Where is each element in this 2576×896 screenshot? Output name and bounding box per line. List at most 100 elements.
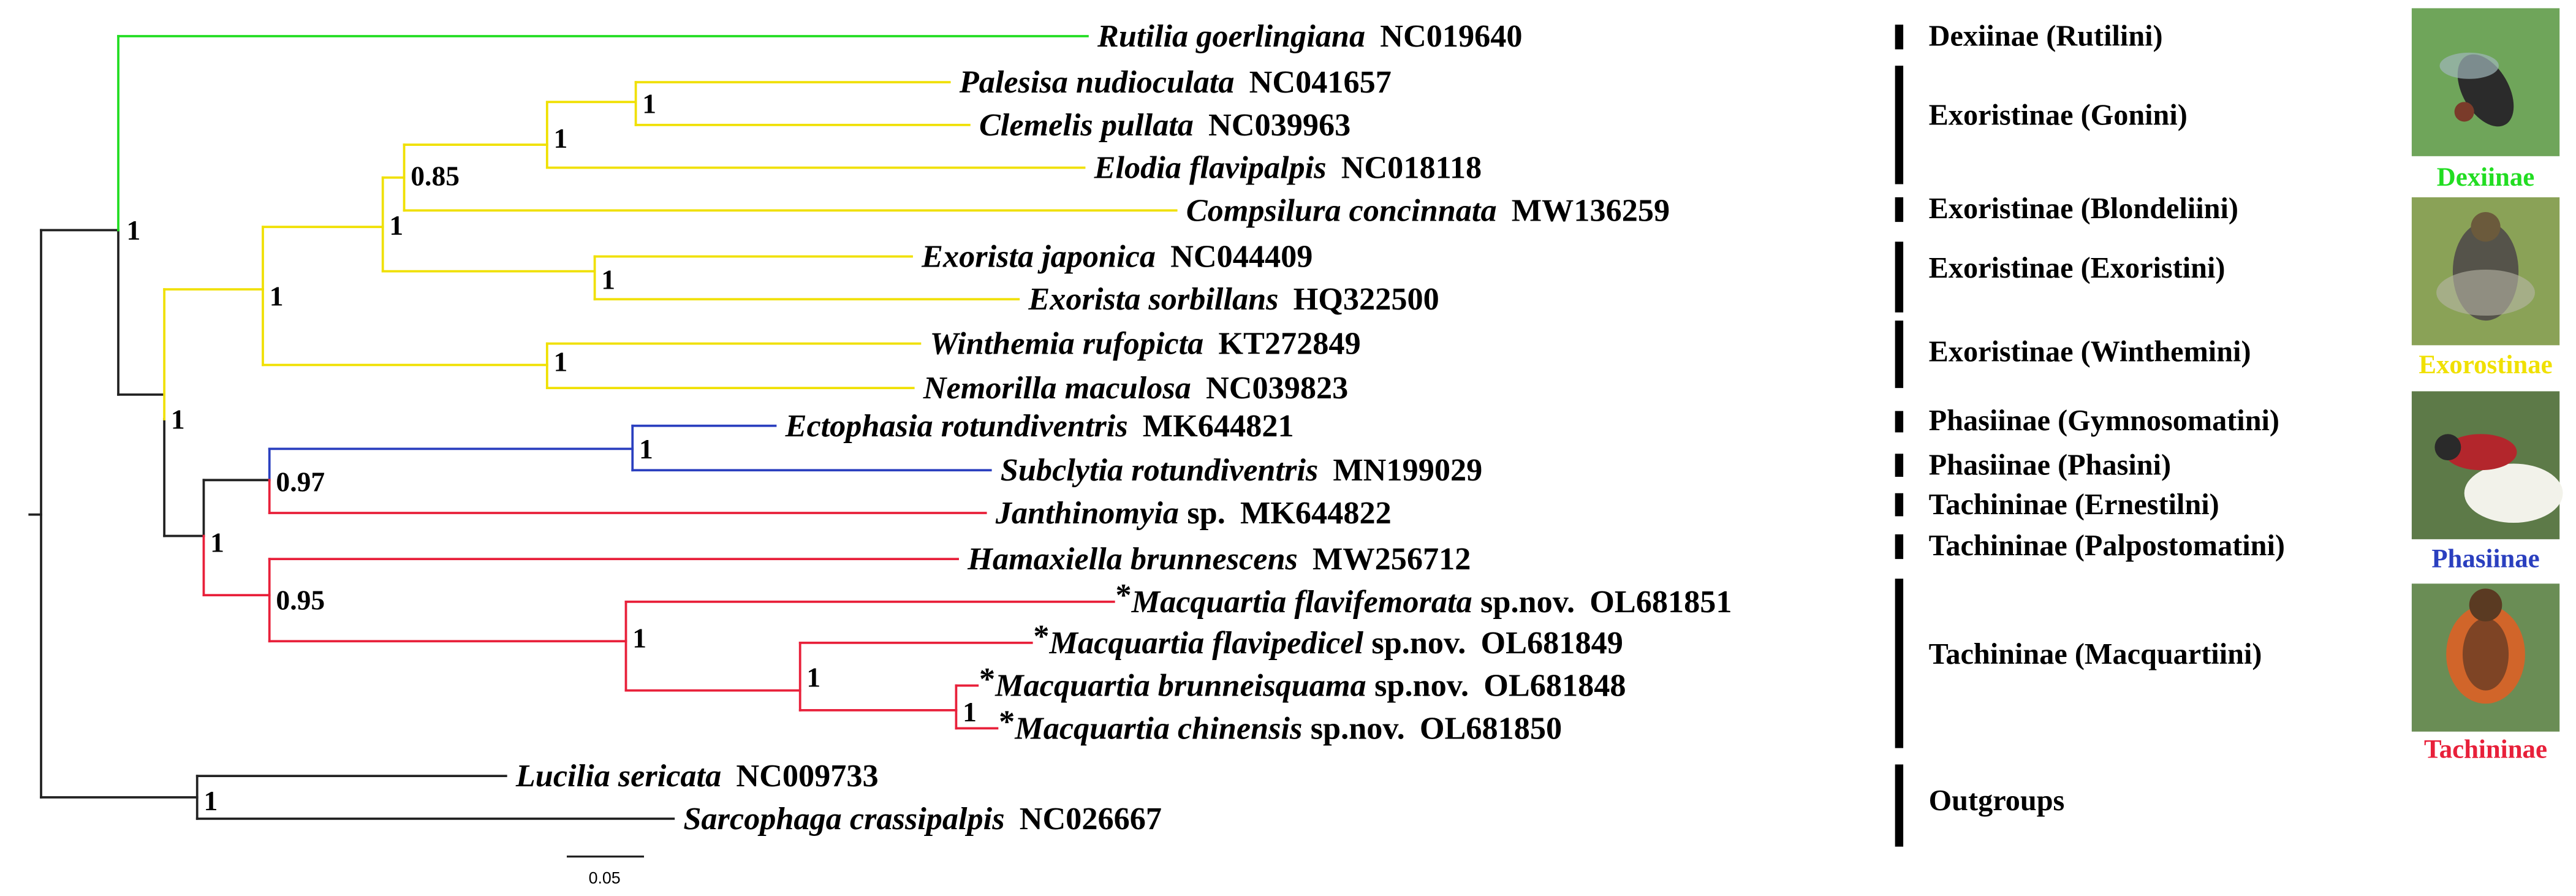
accession: OL681851 — [1589, 584, 1732, 620]
new-species-marker: * — [999, 704, 1015, 740]
group-label: Outgroups — [1929, 784, 2065, 817]
taxon-label: Hamaxiella brunnescens MW256712 — [967, 541, 1471, 577]
accession: NC026667 — [1020, 801, 1162, 837]
species-name: Rutilia goerlingiana — [1097, 18, 1365, 54]
species-name: Subclytia rotundiventris — [1001, 452, 1318, 488]
support-value: 1 — [270, 280, 284, 311]
support-value: 1 — [554, 346, 568, 378]
group-label: Dexiinae (Rutilini) — [1929, 20, 2163, 53]
taxon-label: Nemorilla maculosa NC039823 — [923, 370, 1348, 406]
support-value: 1 — [632, 622, 646, 653]
group-label: Phasiinae (Phasini) — [1929, 449, 2171, 482]
taxon-label: Elodia flavipalpis NC018118 — [1094, 150, 1482, 186]
support-value: 1 — [210, 527, 224, 558]
accession: NC039963 — [1208, 107, 1351, 143]
species-name: Sarcophaga crassipalpis — [683, 801, 1004, 837]
accession: NC009733 — [736, 758, 878, 794]
species-name: Macquartia flavifemorata — [1131, 584, 1472, 620]
accession: NC041657 — [1249, 64, 1392, 100]
accession: MK644821 — [1143, 408, 1294, 444]
species-name: Ectophasia rotundiventris — [785, 408, 1128, 444]
taxon-label: *Macquartia brunneisquama sp.nov. OL681848 — [979, 661, 1626, 704]
photo-caption: Tachininae — [2424, 735, 2547, 764]
species-name: Clemelis pullata — [979, 107, 1194, 143]
taxon-label: *Macquartia flavipedicel sp.nov. OL681849 — [1033, 618, 1623, 661]
support-value: 0.85 — [411, 161, 460, 192]
taxon-label: Janthinomyia sp. MK644822 — [995, 495, 1392, 531]
photo-phasiinae — [2411, 391, 2563, 539]
group-label: Exoristinae (Exoristini) — [1929, 252, 2226, 284]
qualifier: sp.nov. — [1480, 584, 1575, 620]
accession: OL681848 — [1483, 668, 1626, 704]
group-label: Tachininae (Palpostomatini) — [1929, 530, 2285, 562]
species-name: Exorista japonica — [921, 238, 1156, 274]
taxon-label: Clemelis pullata NC039963 — [979, 107, 1351, 143]
taxon-label: *Macquartia flavifemorata sp.nov. OL681851 — [1115, 577, 1732, 620]
species-name: Lucilia sericata — [515, 758, 721, 794]
accession: OL681850 — [1420, 710, 1562, 746]
new-species-marker: * — [979, 661, 995, 697]
group-label: Phasiinae (Gymnosomatini) — [1929, 404, 2279, 437]
support-value: 0.95 — [276, 585, 325, 616]
accession: MW256712 — [1313, 541, 1471, 577]
group-label: Tachininae (Ernestilni) — [1929, 488, 2219, 521]
group-label: Exoristinae (Winthemini) — [1929, 336, 2251, 368]
species-name: Janthinomyia — [995, 495, 1179, 531]
group-label: Exoristinae (Blondeliini) — [1929, 192, 2238, 225]
species-name: Elodia flavipalpis — [1094, 150, 1327, 186]
accession: NC019640 — [1380, 18, 1522, 54]
species-name: Winthemia rufopicta — [930, 326, 1204, 362]
taxon-label: Sarcophaga crassipalpis NC026667 — [683, 801, 1162, 837]
species-name: Macquartia brunneisquama — [994, 668, 1366, 704]
accession: KT272849 — [1218, 326, 1360, 362]
photo-dexiinae — [2411, 8, 2560, 156]
species-name: Hamaxiella brunnescens — [967, 541, 1298, 577]
photo-caption: Dexiinae — [2437, 163, 2535, 192]
species-name: Macquartia chinensis — [1014, 710, 1302, 746]
support-value: 1 — [642, 88, 656, 119]
taxon-label: Palesisa nudioculata NC041657 — [959, 64, 1392, 100]
support-value: 1 — [601, 264, 615, 295]
accession: MN199029 — [1333, 452, 1482, 488]
support-value: 1 — [806, 662, 820, 693]
qualifier: sp.nov. — [1371, 625, 1466, 661]
support-value: 1 — [639, 433, 653, 465]
photo-tachininae — [2411, 583, 2560, 732]
species-name: Nemorilla maculosa — [923, 370, 1191, 406]
accession: OL681849 — [1481, 625, 1623, 661]
new-species-marker: * — [1115, 577, 1131, 613]
taxon-label: Rutilia goerlingiana NC019640 — [1097, 18, 1523, 54]
accession: MW136259 — [1512, 192, 1670, 228]
taxon-label: Exorista japonica NC044409 — [921, 238, 1313, 274]
taxon-label: *Macquartia chinensis sp.nov. OL681850 — [999, 704, 1562, 746]
qualifier: sp.nov. — [1374, 668, 1469, 704]
accession: NC018118 — [1341, 150, 1482, 186]
support-value: 1 — [171, 404, 185, 435]
taxon-label: Lucilia sericata NC009733 — [515, 758, 879, 794]
qualifier: sp.nov. — [1311, 710, 1405, 746]
support-value: 0.97 — [276, 466, 325, 497]
taxon-label: Subclytia rotundiventris MN199029 — [1001, 452, 1482, 488]
support-value: 1 — [203, 785, 218, 816]
scale-label: 0.05 — [589, 868, 621, 887]
species-name: Compsilura concinnata — [1186, 192, 1497, 228]
support-value: 1 — [389, 210, 403, 241]
taxon-label: Winthemia rufopicta KT272849 — [930, 326, 1361, 362]
taxon-label: Ectophasia rotundiventris MK644821 — [785, 408, 1294, 444]
accession: MK644822 — [1240, 495, 1392, 531]
group-label: Exoristinae (Gonini) — [1929, 99, 2188, 131]
support-value: 1 — [554, 123, 568, 154]
group-label: Tachininae (Macquartiini) — [1929, 638, 2262, 670]
taxon-label: Exorista sorbillans HQ322500 — [1028, 281, 1439, 317]
species-name: Exorista sorbillans — [1028, 281, 1278, 317]
accession: HQ322500 — [1294, 281, 1439, 317]
qualifier: sp. — [1187, 495, 1225, 531]
accession: NC044409 — [1170, 238, 1313, 274]
species-name: Palesisa nudioculata — [959, 64, 1235, 100]
species-name: Macquartia flavipedicel — [1049, 625, 1364, 661]
photo-exoristinae — [2411, 197, 2560, 346]
taxon-label: Compsilura concinnata MW136259 — [1186, 192, 1670, 228]
support-value: 1 — [126, 215, 140, 246]
accession: NC039823 — [1206, 370, 1348, 406]
